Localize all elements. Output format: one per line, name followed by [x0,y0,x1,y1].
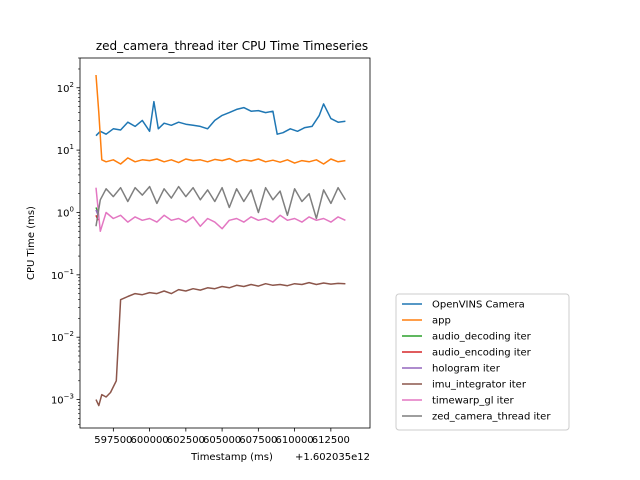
chart-title: zed_camera_thread iter CPU Time Timeseri… [96,39,368,53]
y-tick-label: 10−3 [51,393,74,407]
y-axis-label: CPU Time (ms) [26,206,37,280]
legend-label: hologram iter [432,364,501,375]
x-tick-label: 610000 [276,435,314,446]
legend-label: audio_encoding iter [432,348,532,359]
legend: OpenVINS Camera app audio_decoding iter aud… [395,293,570,431]
x-tick-label: 607500 [239,435,277,446]
series-line-zed-camera-thread-iter [95,185,347,227]
y-tick-label: 101 [57,143,74,157]
legend-label: OpenVINS Camera [432,300,525,311]
series-line-openvins-camera [95,100,346,137]
legend-label: timewarp_gl iter [432,396,515,407]
plot-area: 5975006000006025006050006075006100006125… [51,57,371,446]
y-tick-label: 100 [57,205,74,219]
x-tick-label: 612500 [312,435,350,446]
legend-box [395,293,570,431]
series-line-timewarp-gl-iter [95,187,346,233]
x-axis-offset-label: +1.602035e12 [295,452,370,463]
x-tick-label: 600000 [131,435,169,446]
series-line-app [95,74,346,165]
x-tick-label: 597500 [94,435,132,446]
series-line-imu-integrator-iter [95,281,346,407]
x-tick-label: 605000 [203,435,241,446]
x-tick-label: 602500 [167,435,205,446]
series-group [95,74,347,407]
y-tick-label: 10−1 [51,268,74,282]
legend-label: audio_decoding iter [432,332,532,343]
y-tick-label: 102 [57,81,74,95]
y-tick-label: 10−2 [51,330,74,344]
legend-label: zed_camera_thread iter [432,412,551,423]
x-axis-label: Timestamp (ms) [190,452,273,463]
axes-frame [79,57,371,429]
legend-label: app [432,316,451,327]
legend-label: imu_integrator iter [432,380,527,391]
